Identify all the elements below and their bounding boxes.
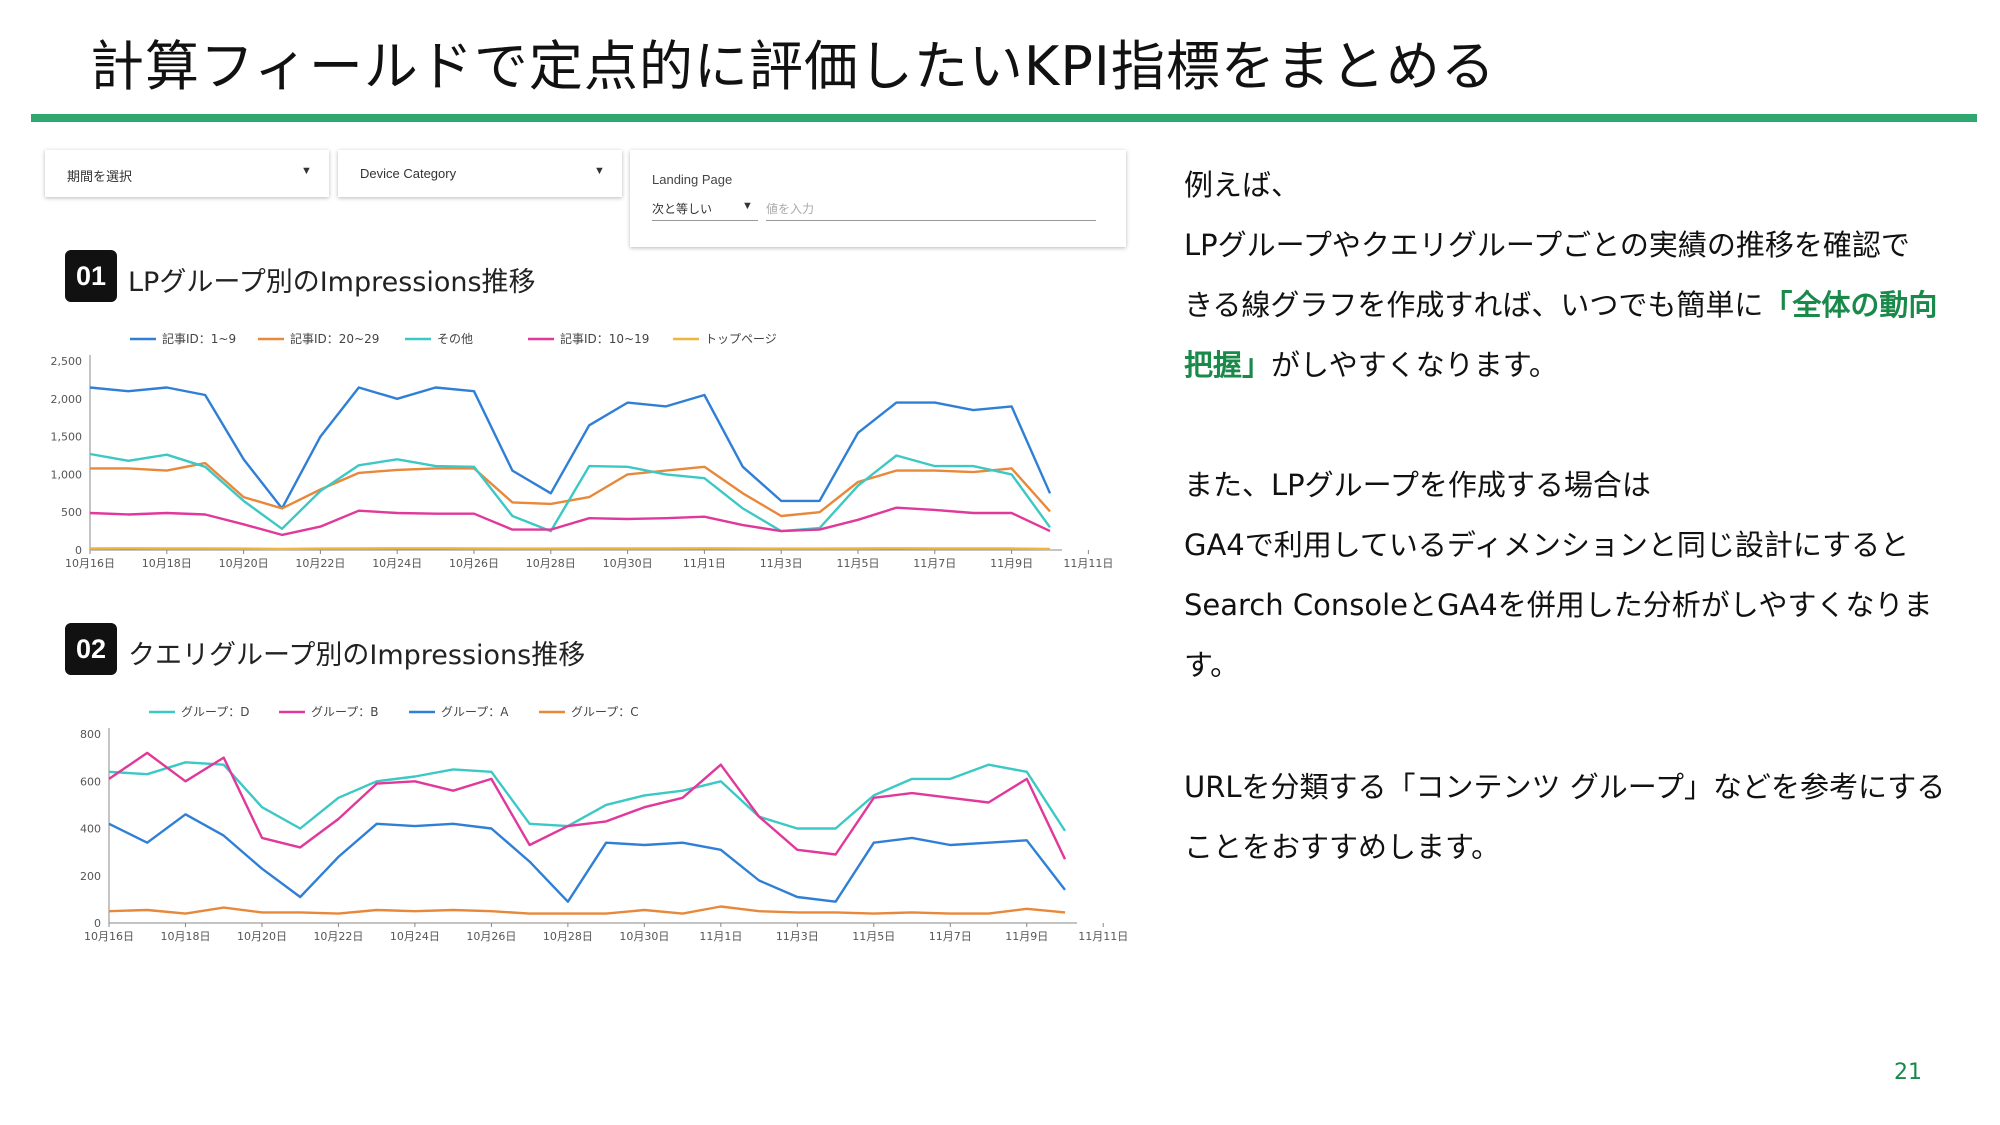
body-p1-line3: きる線グラフを作成すれば、いつでも簡単に「全体の動向 xyxy=(1184,275,1937,335)
body-p3-line2: ことをおすすめします。 xyxy=(1184,830,1501,864)
x-tick-label: 10月30日 xyxy=(603,557,653,570)
y-tick-label: 0 xyxy=(75,544,82,557)
x-tick-label: 11月5日 xyxy=(852,930,895,943)
series-line xyxy=(108,813,1066,903)
series-line xyxy=(89,547,1051,551)
value-input-underline xyxy=(766,220,1096,221)
x-tick-label: 10月24日 xyxy=(390,930,440,943)
series-line xyxy=(89,386,1052,510)
landing-page-label: Landing Page xyxy=(652,172,733,187)
body-p1-line1: 例えば、 xyxy=(1184,168,1301,202)
x-tick-label: 10月16日 xyxy=(84,930,134,943)
legend-label: トップページ xyxy=(705,332,777,346)
legend-label: 記事ID：10~19 xyxy=(560,331,649,346)
chart-1-badge: 01 xyxy=(65,250,117,302)
highlight-phrase-start: 「全体の動向 xyxy=(1763,288,1938,322)
x-tick-label: 10月24日 xyxy=(372,557,422,570)
chart-2-badge: 02 xyxy=(65,623,117,675)
x-tick-label: 10月16日 xyxy=(65,557,115,570)
period-dropdown[interactable]: 期間を選択 ▼ xyxy=(45,150,329,197)
x-tick-label: 11月11日 xyxy=(1078,930,1128,943)
y-tick-label: 400 xyxy=(80,823,101,836)
x-tick-label: 11月1日 xyxy=(683,557,726,570)
legend-label: グループ：C xyxy=(571,705,639,719)
y-tick-label: 500 xyxy=(61,506,82,519)
body-p2-line3: Search ConsoleとGA4を併用した分析がしやすくなりま xyxy=(1184,588,1933,622)
legend-label: その他 xyxy=(437,332,473,346)
x-tick-label: 10月26日 xyxy=(466,930,516,943)
x-tick-label: 10月26日 xyxy=(449,557,499,570)
x-tick-label: 10月28日 xyxy=(543,930,593,943)
legend-label: グループ：A xyxy=(441,705,509,719)
x-tick-label: 10月22日 xyxy=(313,930,363,943)
series-line xyxy=(89,452,1051,533)
x-tick-label: 11月7日 xyxy=(929,930,972,943)
x-tick-label: 11月11日 xyxy=(1063,557,1113,570)
title-divider xyxy=(31,114,1977,122)
body-p1-line4-text: がしやすくなります。 xyxy=(1271,348,1558,382)
body-p1-line2: LPグループやクエリグループごとの実績の推移を確認で xyxy=(1184,228,1910,262)
chevron-down-icon: ▼ xyxy=(742,200,753,212)
y-tick-label: 0 xyxy=(94,917,101,930)
body-p2-line1: また、LPグループを作成する場合は xyxy=(1184,468,1651,502)
body-p2-line2: GA4で利用しているディメンションと同じ設計にすると xyxy=(1184,528,1910,562)
y-tick-label: 2,500 xyxy=(51,355,83,368)
series-line xyxy=(89,506,1051,537)
x-tick-label: 10月20日 xyxy=(219,557,269,570)
x-tick-label: 11月3日 xyxy=(760,557,803,570)
x-tick-label: 11月9日 xyxy=(990,557,1033,570)
landing-page-filter: Landing Page 次と等しい ▼ 値を入力 xyxy=(630,150,1126,247)
landing-page-value-input[interactable]: 値を入力 xyxy=(766,202,815,216)
operator-underline xyxy=(652,220,758,221)
y-tick-label: 1,000 xyxy=(51,468,83,481)
legend-label: 記事ID：20~29 xyxy=(290,331,379,346)
x-tick-label: 11月5日 xyxy=(837,557,880,570)
body-p1-line4: 把握」がしやすくなります。 xyxy=(1184,335,1558,395)
chevron-down-icon: ▼ xyxy=(301,165,312,177)
x-tick-label: 11月1日 xyxy=(699,930,742,943)
legend-label: グループ：B xyxy=(311,705,379,719)
y-tick-label: 800 xyxy=(80,728,101,741)
device-category-dropdown-label: Device Category xyxy=(360,166,457,181)
y-tick-label: 600 xyxy=(80,775,101,788)
y-tick-label: 200 xyxy=(80,870,101,883)
series-line xyxy=(108,751,1067,860)
legend-label: 記事ID：1~9 xyxy=(162,331,236,346)
body-p2-line4: す。 xyxy=(1184,648,1240,682)
y-tick-label: 2,000 xyxy=(51,393,83,406)
series-line xyxy=(108,761,1067,832)
chevron-down-icon: ▼ xyxy=(594,165,605,177)
x-tick-label: 11月3日 xyxy=(776,930,819,943)
x-tick-label: 10月30日 xyxy=(619,930,669,943)
period-dropdown-label: 期間を選択 xyxy=(67,169,133,184)
x-tick-label: 10月18日 xyxy=(142,557,192,570)
x-tick-label: 10月22日 xyxy=(295,557,345,570)
chart-1-title: LPグループ別のImpressions推移 xyxy=(128,267,536,298)
highlight-phrase-end: 把握」 xyxy=(1184,348,1272,382)
x-tick-label: 10月18日 xyxy=(160,930,210,943)
chart-1-line-chart: 記事ID：1~9 記事ID：20~29 その他 記事ID：10~19 トップページ 0 50… xyxy=(51,331,1114,570)
y-tick-label: 1,500 xyxy=(51,431,83,444)
x-tick-label: 11月7日 xyxy=(913,557,956,570)
slide-title: 計算フィールドで定点的に評価したいKPI指標をまとめる xyxy=(90,35,1496,98)
x-tick-label: 10月20日 xyxy=(237,930,287,943)
body-p1-line3-text: きる線グラフを作成すれば、いつでも簡単に xyxy=(1184,288,1764,322)
chart-2-line-chart: グループ：D グループ：B グループ：A グループ：C 0 200 400 600 800 10月… xyxy=(80,705,1128,943)
x-tick-label: 10月28日 xyxy=(526,557,576,570)
chart-2-title: クエリグループ別のImpressions推移 xyxy=(128,640,586,671)
body-p3-line1: URLを分類する「コンテンツ グループ」などを参考にする xyxy=(1184,770,1946,804)
series-line xyxy=(108,905,1066,915)
page-number: 21 xyxy=(1894,1060,1922,1085)
legend-label: グループ：D xyxy=(181,705,250,719)
landing-page-operator-select[interactable]: 次と等しい xyxy=(652,202,713,216)
x-tick-label: 11月9日 xyxy=(1005,930,1048,943)
device-category-dropdown[interactable]: Device Category ▼ xyxy=(338,150,622,197)
